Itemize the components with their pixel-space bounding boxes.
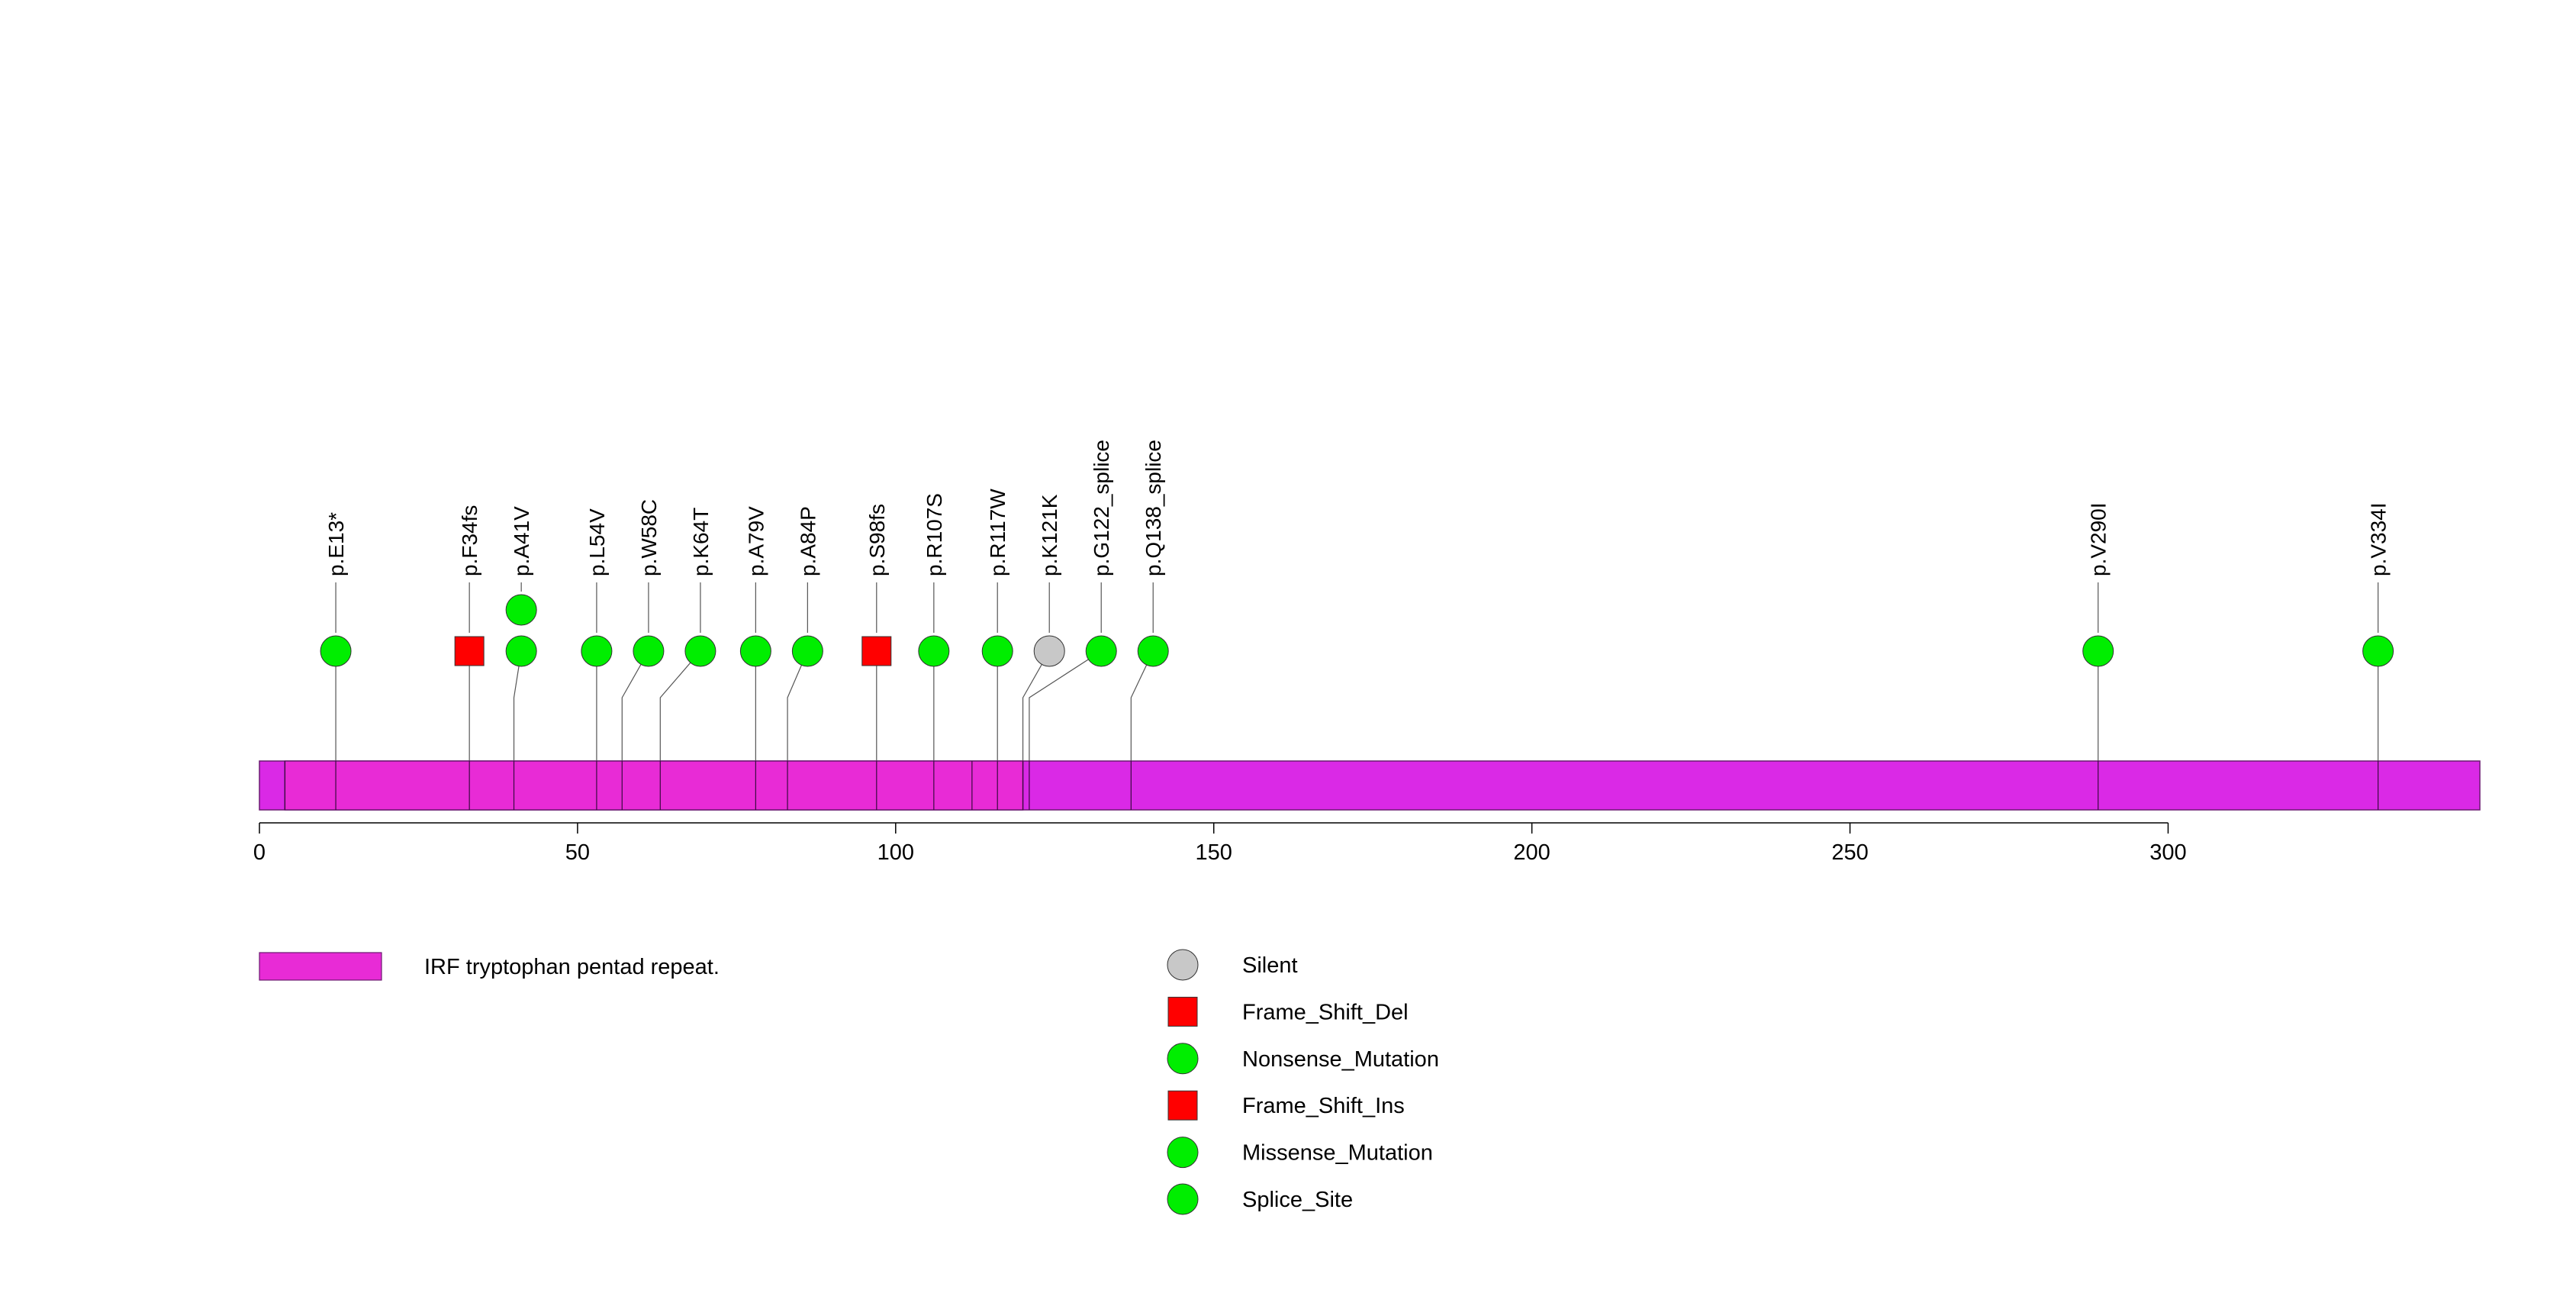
marker-p-a41v — [505, 594, 537, 626]
mutation-label-p-l54v: p.L54V — [585, 508, 609, 576]
domain-irf-tryptophan-pentad-repeat — [284, 760, 1024, 811]
x-tick-label: 250 — [1831, 840, 1868, 865]
marker-p-e13 — [320, 635, 352, 667]
legend-label-silent: Silent — [1242, 953, 1298, 978]
mutation-label-p-s98fs: p.S98fs — [865, 504, 889, 576]
marker-p-g122-splice — [1085, 635, 1117, 667]
mutation-label-p-g122-splice: p.G122_splice — [1090, 440, 1113, 576]
x-axis: 0 50 100 150 200 250 300 — [253, 822, 2187, 865]
marker-p-q138-splice — [1137, 635, 1169, 667]
x-tick-label: 50 — [565, 840, 590, 865]
marker-p-v334i — [2362, 635, 2394, 667]
domain-legend-swatch — [259, 952, 382, 981]
legend-label-frame-shift-del: Frame_Shift_Del — [1242, 1000, 1409, 1024]
mutation-label-p-a79v: p.A79V — [744, 506, 768, 576]
marker-p-r117w — [981, 635, 1013, 667]
marker-p-k64t — [684, 635, 716, 667]
x-tick-label: 0 — [253, 840, 266, 865]
x-tick-label: 300 — [2149, 840, 2186, 865]
legend-square-icon — [1167, 1090, 1198, 1121]
legend-circle-icon — [1167, 949, 1199, 981]
protein-track — [259, 760, 2481, 811]
x-tick-label: 150 — [1196, 840, 1232, 865]
mutation-label-p-r107s: p.R107S — [923, 493, 946, 576]
marker-p-a79v — [739, 635, 771, 667]
mutation-label-p-k64t: p.K64T — [689, 508, 713, 576]
mutation-label-p-e13: p.E13* — [324, 512, 348, 576]
domain-legend: IRF tryptophan pentad repeat. — [259, 952, 720, 981]
marker-p-a41v — [505, 635, 537, 667]
legend-square-icon — [1167, 996, 1198, 1027]
mutation-markers — [320, 594, 2394, 667]
legend-circle-icon — [1167, 1183, 1199, 1215]
mutation-label-p-a41v: p.A41V — [510, 506, 533, 576]
marker-p-k121k — [1033, 635, 1065, 667]
legend-circle-icon — [1167, 1137, 1199, 1169]
marker-p-l54v — [581, 635, 613, 667]
mutation-label-p-q138-splice: p.Q138_splice — [1141, 440, 1165, 576]
legend-label-nonsense-mutation: Nonsense_Mutation — [1242, 1047, 1439, 1072]
mutation-label-p-f34fs: p.F34fs — [458, 505, 481, 576]
marker-p-f34fs — [454, 636, 485, 666]
marker-p-a84p — [791, 635, 823, 667]
x-tick-label: 200 — [1513, 840, 1550, 865]
marker-p-v290i — [2082, 635, 2114, 667]
legend-label-splice-site: Splice_Site — [1242, 1188, 1353, 1212]
mutation-label-p-a84p: p.A84P — [796, 506, 819, 576]
mutation-label-p-v334i: p.V334I — [2367, 502, 2391, 576]
mutation-type-legend: Silent Frame_Shift_Del Nonsense_Mutation Fr… — [1167, 949, 1439, 1215]
mutation-label-p-v290i: p.V290I — [2087, 502, 2111, 576]
legend-label-missense-mutation: Missense_Mutation — [1242, 1141, 1433, 1166]
marker-p-s98fs — [861, 636, 892, 666]
legend-circle-icon — [1167, 1043, 1199, 1075]
mutation-label-p-w58c: p.W58C — [637, 499, 661, 576]
marker-p-w58c — [633, 635, 665, 667]
legend-label-frame-shift-ins: Frame_Shift_Ins — [1242, 1094, 1405, 1118]
mutation-label-p-r117w: p.R117W — [986, 489, 1009, 576]
mutation-labels: p.E13* p.F34fs p.A41V p.L54V p.W58C p.K64T p.A… — [324, 440, 2391, 576]
marker-p-r107s — [918, 635, 950, 667]
domain-legend-label: IRF tryptophan pentad repeat. — [424, 955, 720, 979]
mutation-label-p-k121k: p.K121K — [1038, 494, 1061, 576]
x-tick-label: 100 — [877, 840, 914, 865]
